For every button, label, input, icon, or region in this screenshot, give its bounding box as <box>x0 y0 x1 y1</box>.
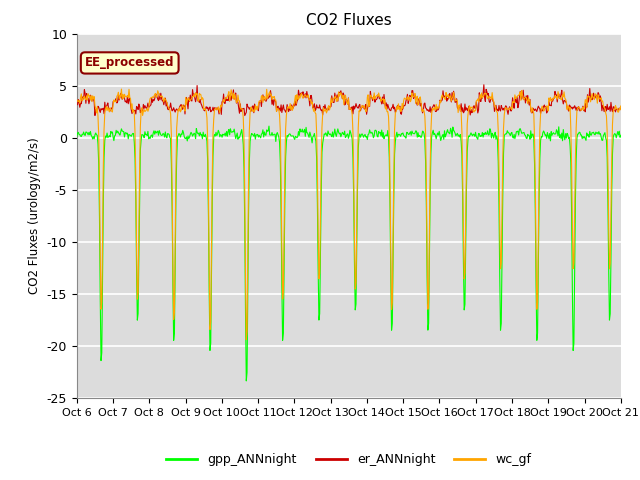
Title: CO2 Fluxes: CO2 Fluxes <box>306 13 392 28</box>
Text: EE_processed: EE_processed <box>85 57 175 70</box>
Y-axis label: CO2 Fluxes (urology/m2/s): CO2 Fluxes (urology/m2/s) <box>28 138 41 294</box>
Legend: gpp_ANNnight, er_ANNnight, wc_gf: gpp_ANNnight, er_ANNnight, wc_gf <box>161 448 536 471</box>
